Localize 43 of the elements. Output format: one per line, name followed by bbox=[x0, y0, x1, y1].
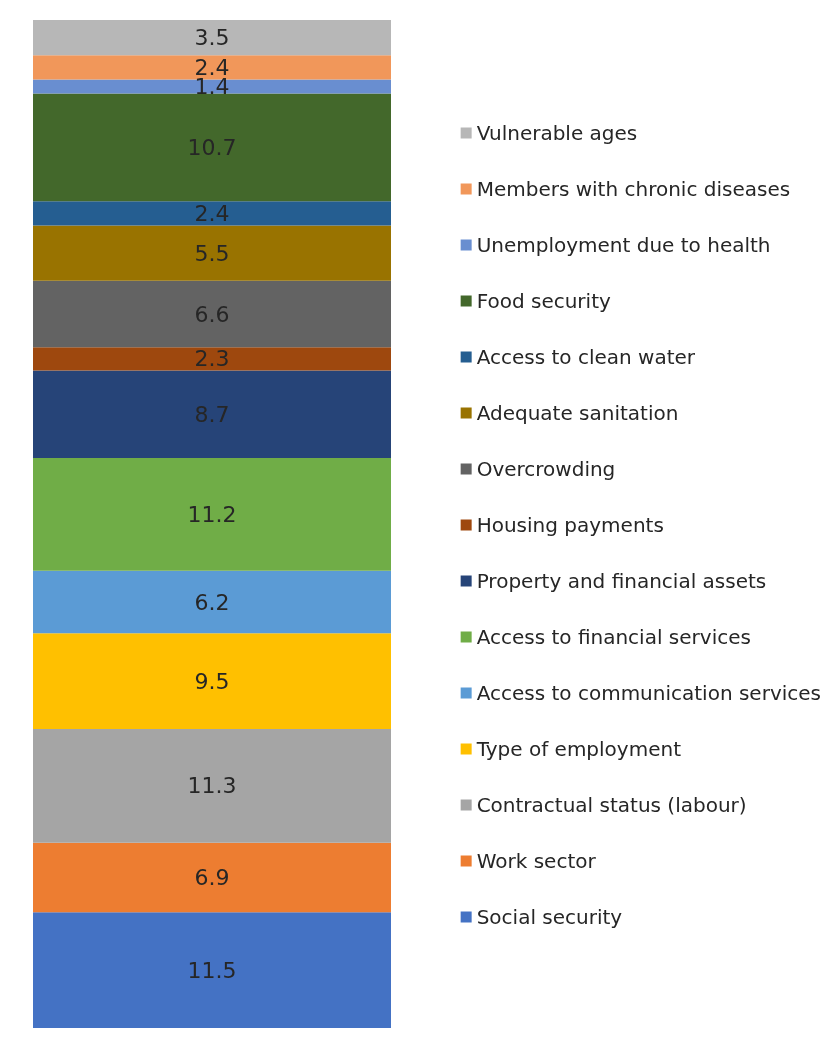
data-label: 6.9 bbox=[194, 864, 230, 890]
data-label: 2.3 bbox=[194, 346, 230, 372]
legend-label: Type of employment bbox=[475, 737, 682, 761]
data-label: 3.5 bbox=[194, 25, 230, 51]
data-label: 6.2 bbox=[194, 589, 230, 615]
legend-label: Property and financial assets bbox=[476, 569, 767, 593]
bar bbox=[33, 201, 391, 226]
bar bbox=[33, 842, 391, 913]
legend-label: Adequate sanitation bbox=[476, 401, 679, 425]
bar bbox=[33, 79, 391, 94]
bar bbox=[33, 55, 391, 80]
legend-label: Overcrowding bbox=[476, 457, 616, 481]
data-label: 10.7 bbox=[187, 134, 237, 160]
data-label: 11.5 bbox=[187, 957, 237, 983]
legend-label: Access to communication services bbox=[476, 681, 822, 705]
legend-label: Access to clean water bbox=[476, 345, 696, 369]
legend-label: Social security bbox=[476, 905, 623, 929]
bar bbox=[33, 633, 391, 729]
legend-label: Access to financial services bbox=[476, 625, 751, 649]
bar bbox=[33, 728, 391, 843]
legend-label: Unemployment due to health bbox=[476, 233, 771, 257]
legend-label: Vulnerable ages bbox=[476, 121, 638, 145]
legend-label: Food security bbox=[476, 289, 611, 313]
data-label: 5.5 bbox=[194, 240, 230, 266]
legend-label: Housing payments bbox=[476, 513, 664, 537]
legend-label: Members with chronic diseases bbox=[476, 177, 791, 201]
bar bbox=[33, 347, 391, 371]
bar bbox=[33, 370, 391, 459]
bar bbox=[33, 280, 391, 348]
data-label: 6.6 bbox=[194, 301, 230, 327]
bar bbox=[33, 458, 391, 571]
data-label: 8.7 bbox=[194, 401, 230, 427]
bar bbox=[33, 912, 391, 1028]
legend-label: Contractual status (labour) bbox=[476, 793, 747, 817]
bar bbox=[33, 93, 391, 202]
legend-label: Work sector bbox=[476, 849, 597, 873]
data-label: 11.3 bbox=[187, 773, 237, 799]
data-label: 11.2 bbox=[187, 501, 237, 527]
data-label: 9.5 bbox=[194, 668, 230, 694]
bar bbox=[33, 225, 391, 281]
data-label: 2.4 bbox=[194, 200, 230, 226]
bar bbox=[33, 20, 391, 56]
bar bbox=[33, 570, 391, 634]
